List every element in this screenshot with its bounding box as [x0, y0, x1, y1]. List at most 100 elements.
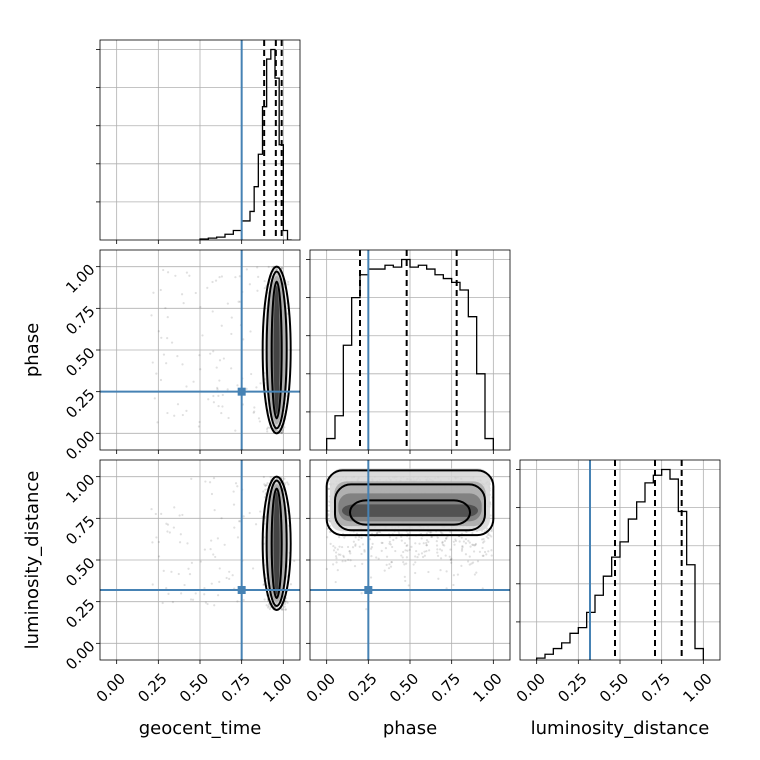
- scatter-point: [220, 275, 224, 278]
- x-tick-label: 0.75: [218, 670, 254, 706]
- scatter-point: [267, 606, 270, 609]
- scatter-point: [473, 544, 476, 547]
- scatter-point: [226, 302, 229, 305]
- scatter-point: [150, 508, 153, 511]
- scatter-point: [230, 367, 233, 370]
- scatter-point: [370, 547, 373, 550]
- scatter-point: [253, 406, 256, 409]
- scatter-point: [275, 267, 279, 271]
- scatter-point: [406, 549, 409, 552]
- scatter-point: [179, 533, 182, 536]
- x-tick-label: 0.25: [554, 670, 590, 706]
- contour-line: [270, 487, 283, 599]
- scatter-point: [483, 530, 486, 533]
- scatter-point: [425, 544, 428, 547]
- scatter-point: [438, 548, 442, 551]
- scatter-point: [157, 540, 160, 544]
- scatter-point: [233, 526, 236, 529]
- scatter-point: [209, 352, 212, 355]
- scatter-point: [490, 549, 493, 552]
- scatter-point: [417, 553, 420, 556]
- scatter-point: [218, 379, 221, 382]
- scatter-point: [236, 536, 240, 539]
- scatter-point: [286, 601, 289, 604]
- scatter-point: [166, 271, 170, 274]
- x-tick-label: 0.25: [134, 670, 170, 706]
- scatter-point: [259, 510, 262, 513]
- joint-panel-geocent_time-phase: [96, 249, 301, 454]
- scatter-point: [394, 549, 397, 553]
- scatter-point: [405, 562, 408, 565]
- scatter-point: [198, 420, 201, 424]
- scatter-point: [348, 550, 351, 553]
- scatter-point: [403, 542, 407, 545]
- scatter-point: [238, 520, 241, 523]
- density-level: [342, 504, 478, 517]
- scatter-point: [436, 551, 439, 554]
- scatter-point: [220, 517, 223, 520]
- scatter-point: [207, 398, 210, 401]
- scatter-point: [276, 429, 279, 432]
- scatter-point: [407, 584, 410, 587]
- scatter-point: [400, 535, 403, 538]
- joint-content: [100, 250, 300, 450]
- scatter-point: [218, 580, 221, 584]
- truth-point: [237, 387, 246, 396]
- scatter-point: [428, 549, 431, 552]
- scatter-point: [234, 276, 237, 279]
- scatter-point: [440, 531, 443, 534]
- scatter-point: [332, 563, 335, 566]
- scatter-point: [203, 548, 206, 551]
- scatter-point: [481, 546, 484, 550]
- scatter-point: [338, 536, 341, 539]
- scatter-point: [259, 382, 262, 385]
- scatter-point: [239, 300, 242, 303]
- scatter-point: [263, 279, 266, 283]
- scatter-point: [377, 557, 380, 560]
- scatter-point: [213, 509, 216, 512]
- scatter-point: [216, 388, 219, 391]
- scatter-point: [490, 535, 493, 538]
- scatter-point: [328, 500, 331, 503]
- scatter-point: [441, 543, 445, 546]
- scatter-point: [221, 405, 224, 408]
- scatter-point: [327, 509, 330, 513]
- scatter-point: [395, 537, 398, 540]
- scatter-point: [486, 533, 490, 536]
- scatter-point: [408, 548, 411, 551]
- scatter-point: [385, 555, 389, 558]
- scatter-point: [381, 541, 384, 545]
- scatter-point: [475, 571, 478, 574]
- scatter-point: [360, 552, 363, 556]
- scatter-point: [400, 554, 403, 557]
- y-axis-label-phase: phase: [22, 323, 43, 377]
- scatter-point: [253, 410, 256, 413]
- y-tick-label: 1.00: [62, 470, 98, 506]
- scatter-point: [470, 562, 473, 565]
- scatter-point: [203, 587, 206, 590]
- scatter-point: [348, 550, 351, 553]
- scatter-point: [214, 555, 217, 559]
- scatter-point: [210, 492, 214, 496]
- scatter-point: [449, 558, 452, 561]
- scatter-point: [218, 276, 221, 279]
- scatter-point: [287, 283, 290, 286]
- joint-panel-geocent_time-luminosity_distance: [96, 459, 301, 664]
- scatter-point: [281, 429, 284, 432]
- scatter-point: [188, 572, 192, 576]
- scatter-point: [170, 570, 173, 573]
- scatter-point: [210, 582, 213, 585]
- scatter-point: [185, 409, 188, 412]
- scatter-point: [398, 532, 401, 535]
- scatter-point: [162, 569, 165, 572]
- scatter-point: [482, 554, 485, 557]
- scatter-point: [445, 570, 448, 573]
- y-tick-label: 0.50: [62, 554, 98, 590]
- scatter-point: [181, 513, 184, 517]
- x-tick-label: 0.00: [93, 670, 129, 706]
- scatter-point: [469, 545, 472, 548]
- scatter-point: [478, 550, 482, 553]
- scatter-point: [338, 545, 341, 548]
- scatter-point: [387, 567, 391, 570]
